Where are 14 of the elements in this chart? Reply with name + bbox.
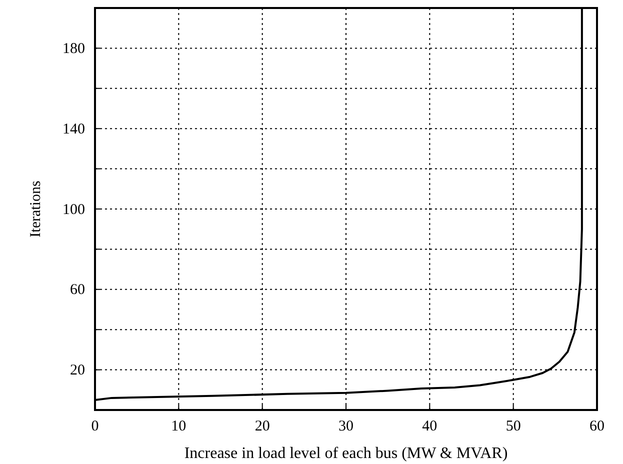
y-tick-label: 60: [70, 282, 85, 298]
y-axis-title: Iterations: [28, 180, 44, 238]
x-tick-label: 20: [254, 418, 270, 435]
x-axis-title: Increase in load level of each bus (MW & MVAR): [184, 445, 508, 462]
x-tick-label: 50: [506, 418, 521, 435]
x-tick-label: 40: [422, 418, 438, 435]
x-tick-label: 60: [590, 418, 604, 435]
x-tick-label: 0: [91, 418, 99, 435]
x-tick-label: 30: [338, 418, 354, 435]
y-tick-label: 100: [62, 202, 85, 218]
y-tick-label: 20: [70, 362, 85, 379]
x-tick-label: 10: [171, 418, 186, 435]
y-tick-label: 140: [62, 121, 85, 138]
y-tick-label: 180: [62, 41, 85, 57]
